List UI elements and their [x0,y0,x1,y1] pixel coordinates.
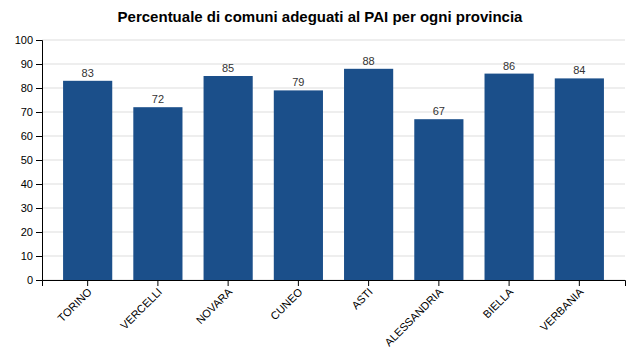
x-tick: BIELLA [480,280,515,320]
bar [555,78,604,280]
x-tick: ALESSANDRIA [382,280,445,348]
tick-label: 50 [21,154,33,166]
grid-line [42,40,625,41]
x-tick: ASTI [349,280,375,311]
tick-label: ASTI [349,286,375,312]
tick-mark [298,280,299,286]
plot-area: 0 10 20 30 40 50 60 70 80 90 100 TORINO VERCELLI NOVA… [15,34,626,348]
y-tick: 40 [21,178,42,190]
axis-line [36,41,43,281]
chart: Percentuale di comuni adeguati al PAI pe… [0,0,640,360]
title: Percentuale di comuni adeguati al PAI pe… [118,8,523,25]
tick-mark [368,280,369,286]
tick-mark [36,64,42,65]
tick-label: 70 [21,106,33,118]
grid-line [42,112,625,113]
x-tick: VERCELLI [118,280,164,332]
grid-line [42,88,625,89]
x-tick: NOVARA [194,280,235,326]
x-tick: TORINO [55,280,94,324]
grid [42,40,625,280]
tick-label: 90 [21,58,33,70]
grid-line [42,136,625,137]
tick-label: CUNEO [268,285,305,322]
bar [485,74,534,280]
y-axis: 0 10 20 30 40 50 60 70 80 90 100 [15,34,43,286]
tick-label: ALESSANDRIA [382,285,445,348]
bar [204,76,253,280]
y-tick: 10 [21,250,42,262]
tick-label: BIELLA [480,285,515,320]
data-label: 88 [362,55,374,67]
tick-label: 0 [27,274,33,286]
axis-line [43,281,626,287]
bar [344,69,393,280]
bar [274,90,323,280]
tick-label: VERBANIA [538,285,586,333]
tick-label: NOVARA [194,285,235,326]
tick-mark [36,184,42,185]
tick-mark [509,280,510,286]
tick-mark [36,112,42,113]
tick-label: TORINO [55,285,94,324]
y-tick: 90 [21,58,42,70]
y-tick: 100 [15,34,42,46]
tick-label: 100 [15,34,33,46]
y-tick: 70 [21,106,42,118]
tick-label: VERCELLI [118,286,164,332]
tick-mark [87,280,88,286]
data-label: 84 [573,64,585,76]
tick-mark [36,232,42,233]
tick-mark [36,136,42,137]
tick-label: 40 [21,178,33,190]
tick-mark [36,208,42,209]
data-label: 83 [82,67,94,79]
bar [63,81,112,280]
bar [414,119,463,280]
x-tick: VERBANIA [538,280,586,333]
tick-mark [36,88,42,89]
y-tick: 60 [21,130,42,142]
y-tick: 50 [21,154,42,166]
bar [133,107,182,280]
tick-mark [36,256,42,257]
grid-line [42,208,625,209]
y-tick: 0 [27,274,42,286]
tick-label: 80 [21,82,33,94]
grid-line [42,256,625,257]
data-labels: 83 72 85 79 88 67 86 84 [82,55,586,117]
grid-line [42,184,625,185]
tick-label: 60 [21,130,33,142]
grid-line [42,232,625,233]
tick-label: 20 [21,226,33,238]
data-label: 85 [222,62,234,74]
tick-mark [157,280,158,286]
data-label: 86 [503,60,515,72]
tick-mark [36,280,42,281]
grid-line [42,160,625,161]
y-tick: 80 [21,82,42,94]
x-tick: CUNEO [268,280,305,322]
tick-label: 30 [21,202,33,214]
tick-mark [438,280,439,286]
y-tick: 20 [21,226,42,238]
data-label: 72 [152,93,164,105]
bars [63,69,604,280]
grid-line [42,64,625,65]
tick-mark [579,280,580,286]
tick-mark [36,40,42,41]
tick-mark [228,280,229,286]
data-label: 79 [292,76,304,88]
tick-mark [36,160,42,161]
y-tick: 30 [21,202,42,214]
tick-label: 10 [21,250,33,262]
data-label: 67 [433,105,445,117]
x-axis: TORINO VERCELLI NOVARA CUNEO ASTI ALESSANDRIA… [43,280,626,348]
